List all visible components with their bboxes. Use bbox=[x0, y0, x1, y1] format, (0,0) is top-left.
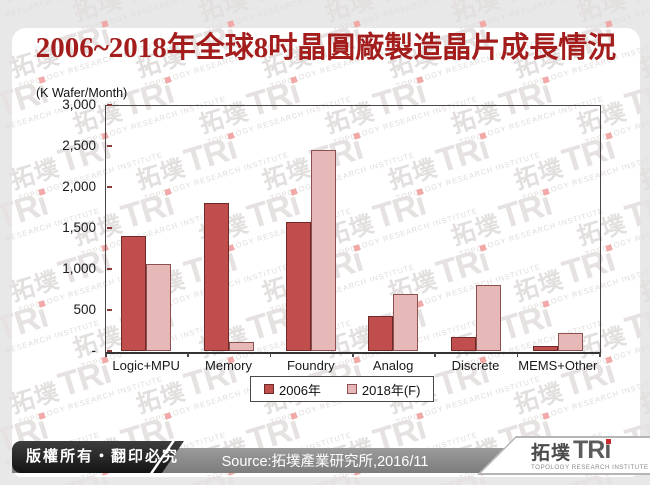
x-tick-mark-0 bbox=[105, 352, 107, 357]
y-tick-label-1500: 1,500 bbox=[62, 220, 96, 235]
y-tick-label-0: - bbox=[91, 343, 97, 358]
logo-red-dot-icon bbox=[606, 439, 612, 444]
footer-source-text: Source:拓墣產業研究所,2016/11 bbox=[221, 454, 429, 470]
x-tick-mark-4 bbox=[434, 352, 436, 357]
x-tick-mark-1 bbox=[187, 352, 189, 357]
bar-2006-logic-mpu bbox=[121, 236, 147, 351]
bar-2018-f-memory bbox=[228, 341, 254, 351]
logo-tri-text: TRı bbox=[573, 436, 612, 464]
y-tick-mark-1000 bbox=[106, 268, 112, 270]
y-tick-label-2500: 2,500 bbox=[62, 138, 96, 153]
bar-2018-f-discrete bbox=[475, 284, 501, 351]
y-tick-mark-3000 bbox=[106, 104, 112, 106]
x-tick-mark-3 bbox=[352, 352, 354, 357]
legend-swatch-2018 bbox=[346, 384, 357, 394]
x-axis-label-logic-mpu: Logic+MPU bbox=[112, 358, 180, 373]
bar-2006-mems-other bbox=[532, 346, 558, 351]
tri-logo: 拓墣 TRı TOPOLOGY RESEARCH INSTITUTE bbox=[531, 436, 649, 471]
y-tick-label-2000: 2,000 bbox=[62, 179, 96, 194]
x-tick-mark-5 bbox=[516, 352, 519, 357]
legend-swatch-2006 bbox=[264, 384, 274, 394]
bar-2006-memory bbox=[203, 203, 229, 351]
bar-2018-f-analog bbox=[393, 293, 419, 351]
y-tick-label-1000: 1,000 bbox=[62, 261, 96, 276]
legend-label-2006: 2006年 bbox=[279, 382, 321, 398]
chart-legend: 2006年 2018年(F) bbox=[250, 376, 435, 402]
x-tick-mark-2 bbox=[269, 352, 272, 357]
y-axis-unit-label: (K Wafer/Month) bbox=[36, 86, 128, 100]
bar-2006-discrete bbox=[450, 337, 476, 351]
legend-item-2006: 2006年 bbox=[264, 380, 321, 399]
bar-2018-f-mems-other bbox=[557, 332, 583, 351]
y-tick-mark-500 bbox=[106, 309, 112, 311]
logo-caption: TOPOLOGY RESEARCH INSTITUTE bbox=[531, 464, 649, 471]
footer-copyright-text: 版權所有‧翻印必究 bbox=[26, 448, 180, 465]
y-tick-label-500: 500 bbox=[73, 302, 96, 317]
legend-label-2018: 2018年(F) bbox=[361, 382, 421, 398]
y-tick-mark-1500 bbox=[106, 227, 112, 229]
chart-title: 2006~2018年全球8吋晶圓廠製造晶片成長情況 bbox=[35, 32, 617, 64]
x-axis-label-discrete: Discrete bbox=[451, 358, 500, 373]
y-tick-mark-0 bbox=[106, 350, 112, 352]
x-axis-label-analog: Analog bbox=[372, 358, 414, 373]
bar-2018-f-logic-mpu bbox=[146, 264, 172, 351]
plot-area bbox=[105, 105, 601, 354]
y-tick-mark-2500 bbox=[106, 145, 112, 147]
x-axis-label-memory: Memory bbox=[205, 358, 252, 373]
bar-2018-f-foundry bbox=[310, 150, 336, 351]
logo-cjk-text: 拓墣 bbox=[531, 443, 572, 464]
x-tick-mark-6 bbox=[599, 352, 601, 357]
y-tick-mark-2000 bbox=[106, 186, 112, 188]
y-tick-label-3000: 3,000 bbox=[62, 97, 96, 112]
x-axis-label-mems-other: MEMS+Other bbox=[518, 358, 598, 373]
bar-2006-foundry bbox=[285, 222, 311, 351]
legend-item-2018: 2018年(F) bbox=[346, 380, 421, 399]
bar-2006-analog bbox=[368, 315, 394, 351]
x-axis-label-foundry: Foundry bbox=[286, 358, 335, 373]
